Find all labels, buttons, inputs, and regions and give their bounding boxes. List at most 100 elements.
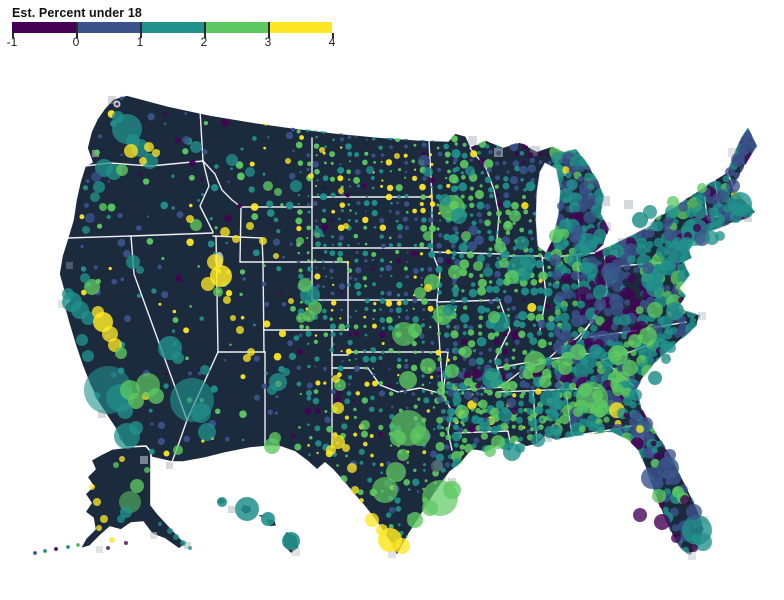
metro-bubble	[484, 445, 496, 457]
county-dot	[489, 407, 500, 418]
county-dot	[433, 515, 437, 518]
metro-bubble	[326, 445, 336, 455]
county-dot	[560, 321, 572, 333]
county-dot	[680, 357, 691, 368]
county-dot	[629, 401, 637, 409]
county-dot	[404, 170, 408, 174]
county-dot	[527, 312, 536, 321]
county-dot	[479, 184, 483, 188]
county-dot	[437, 184, 443, 190]
county-dot	[511, 305, 517, 311]
metro-bubble	[342, 444, 350, 452]
county-dot	[562, 197, 569, 204]
county-dot	[288, 352, 297, 361]
county-dot	[471, 415, 481, 425]
county-dot	[536, 330, 542, 336]
metro-bubble	[112, 111, 124, 123]
county-dot	[471, 220, 477, 226]
county-dot	[454, 166, 460, 172]
county-dot	[640, 148, 648, 155]
county-dot	[737, 230, 745, 238]
county-dot	[690, 347, 698, 355]
county-dot	[736, 430, 752, 446]
county-dot	[437, 331, 441, 336]
county-dot	[135, 225, 142, 231]
county-dot	[729, 129, 737, 137]
county-dot	[315, 219, 318, 223]
metro-bubble	[84, 279, 100, 295]
county-dot	[461, 289, 465, 293]
county-dot	[371, 153, 376, 158]
county-dot	[330, 235, 335, 239]
county-dot	[338, 323, 346, 331]
county-dot	[330, 331, 336, 338]
county-dot	[612, 452, 619, 460]
metro-bubble	[664, 229, 676, 241]
county-dot	[620, 180, 633, 193]
metro-bubble	[109, 537, 115, 543]
county-dot	[185, 356, 189, 361]
county-dot	[345, 348, 352, 355]
county-dot	[747, 248, 757, 258]
county-dot	[445, 176, 448, 180]
county-dot	[163, 450, 170, 457]
county-dot	[364, 284, 368, 288]
county-dot	[370, 175, 375, 181]
county-dot	[106, 214, 111, 220]
county-dot	[394, 136, 401, 143]
county-dot	[296, 381, 302, 387]
metro-bubble	[725, 167, 735, 177]
metro-bubble	[89, 484, 95, 490]
county-dot	[252, 449, 259, 456]
county-dot	[275, 395, 279, 399]
county-dot	[297, 202, 300, 206]
county-dot	[414, 217, 418, 221]
county-dot	[332, 243, 334, 246]
county-dot	[214, 408, 221, 415]
county-dot	[603, 448, 613, 458]
county-dot	[695, 256, 710, 271]
metro-bubble	[473, 261, 483, 271]
county-dot	[738, 256, 746, 264]
county-dot	[266, 200, 274, 208]
county-dot	[689, 394, 696, 401]
county-dot	[80, 158, 86, 165]
county-dot	[97, 134, 102, 139]
metro-bubble	[630, 389, 642, 401]
county-dot	[511, 330, 521, 340]
county-dot	[323, 243, 327, 248]
county-dot	[529, 157, 536, 164]
county-dot	[262, 99, 266, 103]
county-dot	[221, 119, 230, 127]
county-dot	[592, 284, 609, 301]
metro-bubble	[392, 322, 416, 346]
metro-bubble	[81, 311, 95, 325]
county-dot	[378, 145, 383, 150]
county-dot	[662, 142, 671, 151]
tile-artifact	[228, 506, 235, 513]
county-dot	[530, 236, 535, 241]
county-dot	[692, 432, 698, 438]
county-dot	[711, 389, 723, 401]
county-dot	[732, 452, 740, 460]
county-dot	[314, 273, 321, 280]
county-dot	[388, 506, 396, 514]
county-dot	[200, 177, 205, 182]
county-dot	[571, 330, 579, 338]
county-dot	[462, 428, 468, 434]
county-dot	[291, 110, 296, 114]
county-dot	[723, 137, 732, 147]
county-dot	[172, 309, 177, 314]
tile-artifact	[108, 96, 116, 104]
metro-bubble	[282, 532, 300, 550]
county-dot	[352, 524, 357, 529]
county-dot	[451, 286, 460, 294]
county-dot	[647, 169, 658, 180]
county-dot	[712, 145, 724, 157]
county-dot	[704, 410, 713, 419]
metro-bubble	[494, 241, 506, 253]
county-dot	[715, 452, 724, 461]
metro-bubble	[443, 481, 461, 499]
county-dot	[630, 437, 644, 451]
county-dot	[370, 395, 375, 401]
